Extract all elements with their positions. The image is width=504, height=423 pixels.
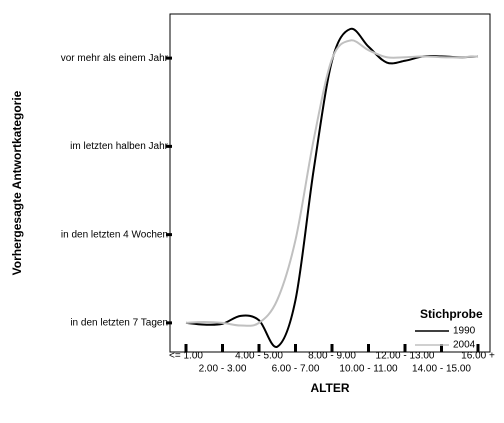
y-tick-label: im letzten halben Jahr bbox=[70, 141, 169, 152]
x-axis-label: ALTER bbox=[310, 381, 349, 395]
legend-label: 1990 bbox=[453, 326, 476, 337]
plot-frame bbox=[169, 13, 491, 353]
x-tick-label: 10.00 - 11.00 bbox=[339, 364, 398, 375]
x-tick-label: 4.00 - 5.00 bbox=[235, 351, 283, 362]
y-tick-label: in den letzten 4 Wochen bbox=[61, 229, 168, 240]
x-tick-label: 8.00 - 9.00 bbox=[308, 351, 356, 362]
x-tick-label: 12.00 - 13.00 bbox=[376, 351, 435, 362]
x-tick-label: 2.00 - 3.00 bbox=[199, 364, 247, 375]
x-tick-label: 6.00 - 7.00 bbox=[272, 364, 320, 375]
legend-label: 2004 bbox=[453, 340, 476, 351]
line bbox=[185, 27, 479, 348]
line bbox=[185, 39, 479, 327]
x-tick-label: <= 1.00 bbox=[169, 351, 203, 362]
legend-title: Stichprobe bbox=[420, 307, 483, 321]
y-tick-label: vor mehr als einem Jahr bbox=[61, 53, 169, 64]
y-tick-label: in den letzten 7 Tagen bbox=[70, 318, 168, 329]
y-axis-label: Vorhergesagte Antwortkategorie bbox=[10, 90, 24, 275]
x-tick-label: 16.00 + bbox=[461, 351, 495, 362]
x-tick-label: 14.00 - 15.00 bbox=[412, 364, 471, 375]
